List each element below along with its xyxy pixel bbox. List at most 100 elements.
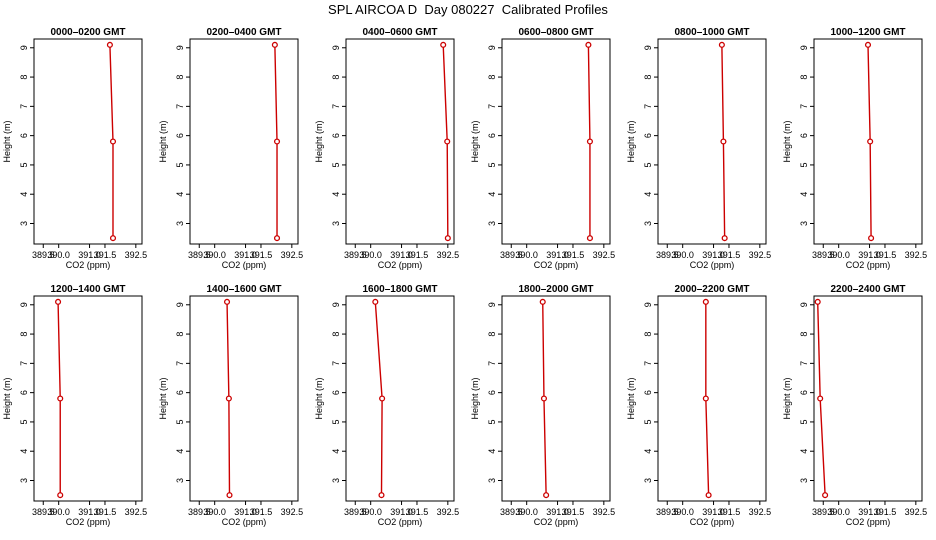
- panel-title: 0800–1000 GMT: [674, 27, 749, 38]
- panel-title: 1400–1600 GMT: [206, 284, 281, 295]
- y-axis-label: Height (m): [470, 377, 480, 419]
- y-tick-label: 8: [487, 332, 497, 337]
- y-tick-label: 7: [799, 361, 809, 366]
- x-tick-label: 391.5: [718, 507, 741, 517]
- panel-title: 2000–2200 GMT: [674, 284, 749, 295]
- y-tick-label: 8: [799, 75, 809, 80]
- profile-point: [109, 235, 117, 242]
- panel-title: 2200–2400 GMT: [830, 284, 905, 295]
- x-axis-label: CO2 (ppm): [846, 260, 891, 270]
- x-tick-label: 391.0: [702, 507, 725, 517]
- profile-point: [868, 235, 875, 242]
- x-axis-label: CO2 (ppm): [846, 517, 891, 527]
- profile-point: [271, 41, 278, 48]
- x-tick-label: 389.5: [812, 507, 835, 517]
- plot-frame: [657, 295, 767, 502]
- x-tick-label: 391.5: [406, 250, 429, 260]
- y-tick-label: 3: [19, 221, 29, 226]
- x-tick-label: 391.0: [390, 507, 413, 517]
- y-tick-label: 9: [175, 302, 185, 307]
- x-tick-label: 391.0: [546, 250, 569, 260]
- y-tick-label: 4: [175, 449, 185, 454]
- x-tick-label: 391.0: [702, 250, 725, 260]
- y-tick-label: 4: [331, 449, 341, 454]
- y-tick-label: 3: [331, 221, 341, 226]
- profile-point: [817, 395, 824, 402]
- x-tick-label: 390.0: [671, 250, 694, 260]
- x-tick-label: 392.5: [593, 507, 616, 517]
- x-tick-label: 392.5: [905, 250, 928, 260]
- x-tick-label: 390.0: [827, 507, 850, 517]
- profile-point: [705, 492, 712, 499]
- profile-point: [720, 138, 727, 145]
- y-tick-label: 8: [175, 332, 185, 337]
- y-tick-label: 9: [487, 302, 497, 307]
- x-axis-label: CO2 (ppm): [66, 260, 111, 270]
- x-tick-label: 390.0: [515, 250, 538, 260]
- y-tick-label: 9: [19, 45, 29, 50]
- x-tick-label: 391.5: [874, 507, 897, 517]
- x-tick-label: 391.0: [234, 250, 257, 260]
- y-tick-label: 4: [175, 192, 185, 197]
- panel-title: 1600–1800 GMT: [362, 284, 437, 295]
- y-tick-label: 8: [643, 75, 653, 80]
- x-tick-label: 389.5: [812, 250, 835, 260]
- y-tick-label: 7: [331, 361, 341, 366]
- profile-point: [586, 138, 593, 145]
- y-tick-label: 3: [643, 478, 653, 483]
- y-tick-label: 3: [331, 478, 341, 483]
- x-tick-label: 390.0: [359, 250, 382, 260]
- y-tick-label: 6: [643, 390, 653, 395]
- profile-point: [444, 138, 451, 145]
- profile-point: [444, 235, 451, 242]
- profile-point: [585, 41, 592, 48]
- y-tick-label: 3: [799, 478, 809, 483]
- y-tick-label: 9: [19, 302, 29, 307]
- y-tick-label: 4: [487, 449, 497, 454]
- x-tick-label: 389.5: [500, 507, 523, 517]
- x-tick-label: 391.5: [562, 507, 585, 517]
- x-tick-label: 392.5: [281, 507, 304, 517]
- y-tick-label: 3: [175, 478, 185, 483]
- y-axis-label: Height (m): [2, 120, 12, 162]
- y-tick-label: 7: [799, 104, 809, 109]
- plot-frame: [189, 38, 299, 245]
- y-tick-label: 5: [19, 162, 29, 167]
- profile-point: [379, 395, 386, 402]
- profile-point: [273, 138, 281, 145]
- y-tick-label: 5: [487, 419, 497, 424]
- y-axis-label: Height (m): [470, 120, 480, 162]
- profile-point: [702, 298, 709, 305]
- x-tick-label: 391.5: [250, 250, 273, 260]
- x-tick-label: 391.5: [874, 250, 897, 260]
- profile-point: [55, 298, 62, 305]
- y-tick-label: 7: [175, 104, 185, 109]
- x-axis-label: CO2 (ppm): [690, 517, 735, 527]
- x-tick-label: 390.0: [203, 507, 226, 517]
- panel-title: 0000–0200 GMT: [50, 27, 125, 38]
- y-tick-label: 6: [175, 390, 185, 395]
- plot-frame: [33, 295, 143, 502]
- y-tick-label: 9: [643, 302, 653, 307]
- y-tick-label: 6: [487, 133, 497, 138]
- y-tick-label: 7: [175, 361, 185, 366]
- y-tick-label: 6: [487, 390, 497, 395]
- x-tick-label: 392.5: [281, 250, 304, 260]
- y-tick-label: 3: [487, 478, 497, 483]
- x-tick-label: 392.5: [905, 507, 928, 517]
- x-tick-label: 391.0: [390, 250, 413, 260]
- plot-frame: [657, 38, 767, 245]
- y-tick-label: 8: [331, 75, 341, 80]
- profile-point: [867, 138, 874, 145]
- y-tick-label: 4: [487, 192, 497, 197]
- y-tick-label: 5: [175, 162, 185, 167]
- panel-title: 1200–1400 GMT: [50, 284, 125, 295]
